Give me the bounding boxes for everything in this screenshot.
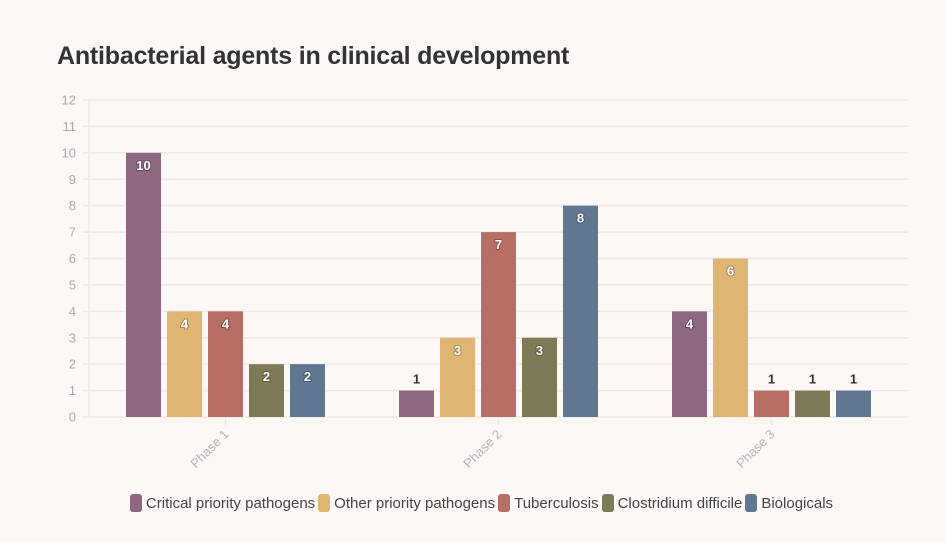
bar (563, 205, 598, 417)
legend-label: Tuberculosis (514, 494, 599, 512)
y-tick-label: 5 (69, 277, 76, 292)
data-label: 7 (495, 237, 502, 252)
legend-swatch (745, 494, 758, 512)
data-label: 4 (222, 316, 230, 331)
legend-swatch (129, 494, 142, 512)
bar (440, 337, 475, 417)
y-tick-label: 3 (69, 330, 76, 345)
bar (290, 364, 325, 417)
chart-title: Antibacterial agents in clinical develop… (57, 42, 570, 70)
y-tick-label: 8 (69, 198, 76, 213)
y-tick-label: 12 (62, 93, 76, 108)
legend-item[interactable]: Biologicals (745, 494, 833, 512)
y-tick-label: 4 (69, 304, 76, 319)
data-label: 10 (136, 158, 150, 173)
data-label: 2 (304, 369, 311, 384)
legend-item[interactable]: Tuberculosis (498, 494, 599, 512)
data-label: 1 (809, 372, 816, 387)
y-tick-label: 11 (63, 119, 77, 134)
y-tick-label: 0 (69, 410, 76, 425)
bar (672, 311, 707, 417)
y-tick-label: 6 (69, 251, 76, 266)
x-tick-label: Phase 1 (187, 427, 231, 471)
y-tick-label: 10 (62, 145, 76, 160)
bar (481, 232, 516, 417)
data-label: 1 (850, 372, 857, 387)
legend-label: Clostridium difficile (617, 494, 743, 512)
y-tick-label: 9 (69, 172, 76, 187)
bar (126, 152, 161, 418)
data-label: 3 (454, 343, 461, 358)
legend-swatch (601, 494, 614, 512)
bar (836, 390, 871, 417)
legend-label: Critical priority pathogens (145, 494, 316, 512)
data-label: 4 (686, 316, 694, 331)
bar (795, 390, 830, 417)
bar (167, 311, 202, 417)
bar (208, 311, 243, 417)
chart-legend: Critical priority pathogens Other priorit… (0, 494, 945, 512)
data-label: 3 (536, 343, 543, 358)
bar (754, 390, 789, 417)
legend-label: Biologicals (761, 494, 834, 512)
bar (249, 364, 284, 417)
data-label: 8 (577, 211, 584, 226)
legend-swatch (318, 494, 331, 512)
legend-label: Other priority pathogens (334, 494, 496, 512)
legend-item[interactable]: Critical priority pathogens (129, 494, 316, 512)
legend-item[interactable]: Other priority pathogens (318, 494, 495, 512)
x-tick-label: Phase 3 (733, 427, 777, 471)
bar (399, 390, 434, 417)
legend-item[interactable]: Clostridium difficile (601, 494, 743, 512)
x-tick-label: Phase 2 (460, 427, 504, 471)
data-label: 2 (263, 369, 270, 384)
y-tick-label: 7 (69, 225, 76, 240)
data-label: 4 (181, 316, 189, 331)
data-label: 1 (768, 372, 775, 387)
y-tick-label: 2 (69, 357, 76, 372)
bar (713, 258, 748, 417)
y-tick-label: 1 (69, 383, 76, 398)
legend-swatch (498, 494, 511, 512)
data-label: 1 (413, 372, 420, 387)
data-label: 6 (727, 264, 734, 279)
bar (522, 337, 557, 417)
